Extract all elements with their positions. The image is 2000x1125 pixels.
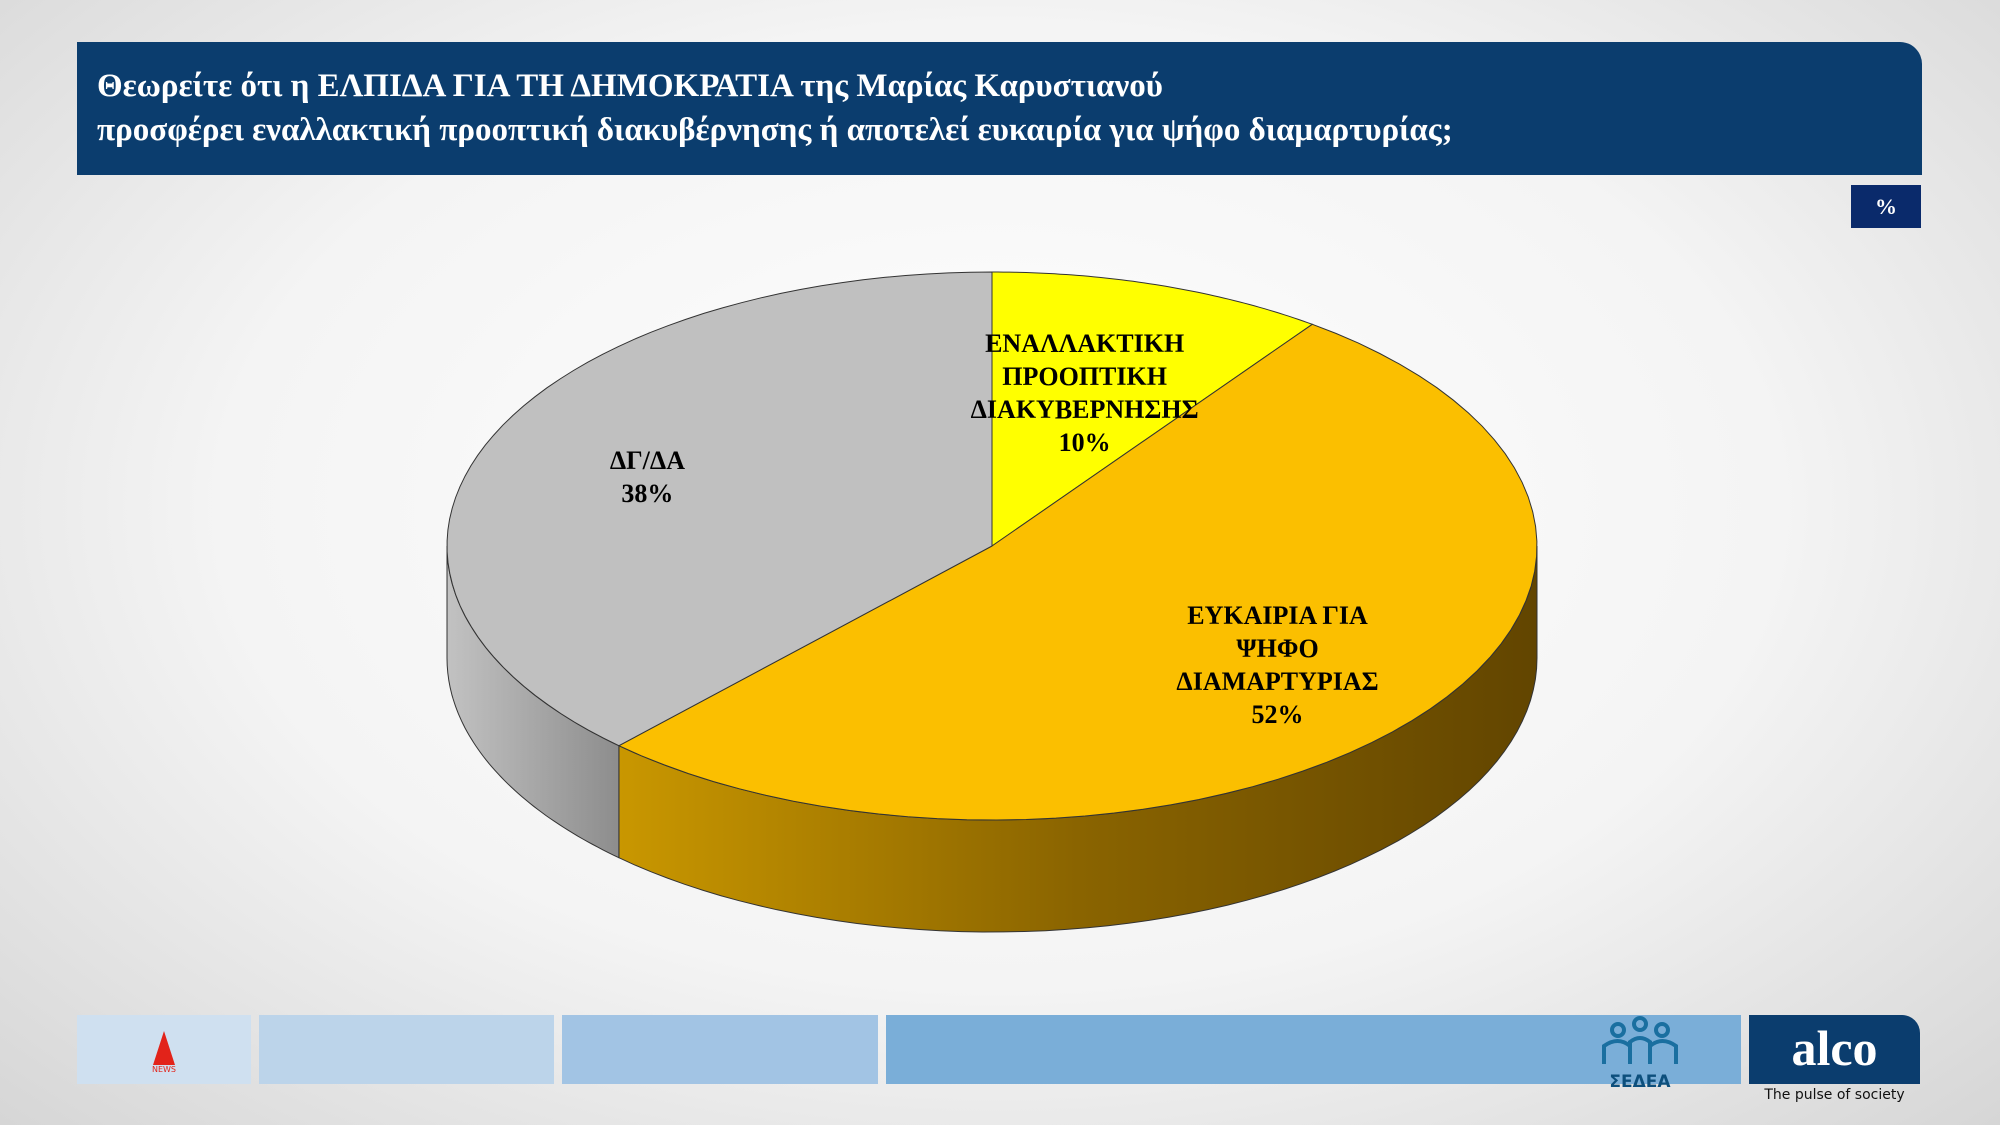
category-label: ΕΥΚΑΙΡΙΑ ΓΙΑ ΨΗΦΟ ΔΙΑΜΑΡΤΥΡΙΑΣ <box>1176 600 1379 696</box>
partner-icon: ΣΕΔΕΑ <box>1602 1016 1678 1092</box>
partner: ΣΕΔΕΑ <box>1609 1072 1671 1092</box>
slice-label: ΔΓ/ΔΑ 38% <box>610 444 685 510</box>
chart <box>446 271 1538 933</box>
unit-badge: % <box>1851 185 1921 228</box>
footer-box <box>562 1015 878 1084</box>
slice <box>991 271 1314 547</box>
value-label: 38% <box>621 479 674 509</box>
footer-box <box>886 1015 1741 1084</box>
slice <box>446 271 993 747</box>
tagline: The pulse of society <box>1764 1087 1905 1103</box>
value-label: 52% <box>1251 699 1304 729</box>
channel: NEWS <box>152 1065 176 1074</box>
category-label: ΕΝΑΛΛΑΚΤΙΚΗ ΠΡΟΟΠΤΙΚΗ ΔΙΑΚΥΒΕΡΝΗΣΗΣ <box>970 328 1199 424</box>
slice <box>617 323 1538 821</box>
slice-label: ΕΝΑΛΛΑΚΤΙΚΗ ΠΡΟΟΠΤΙΚΗ ΔΙΑΚΥΒΕΡΝΗΣΗΣ 10% <box>971 327 1199 459</box>
brand: alco <box>1749 1015 1920 1084</box>
channel-logo: NEWS <box>152 1031 176 1074</box>
slice-label: ΕΥΚΑΙΡΙΑ ΓΙΑ ΨΗΦΟ ΔΙΑΜΑΡΤΥΡΙΑΣ 52% <box>1176 599 1378 731</box>
category-label: ΔΓ/ΔΑ <box>609 446 685 476</box>
footer-box <box>259 1015 554 1084</box>
value-label: 10% <box>1058 427 1111 457</box>
footer-box: NEWS <box>77 1015 251 1084</box>
title: Θεωρείτε ότι η ΕΛΠΙΔΑ ΓΙΑ ΤΗ ΔΗΜΟΚΡΑΤΙΑ … <box>77 42 1922 175</box>
partner-logo: ΣΕΔΕΑ <box>1590 1012 1690 1092</box>
